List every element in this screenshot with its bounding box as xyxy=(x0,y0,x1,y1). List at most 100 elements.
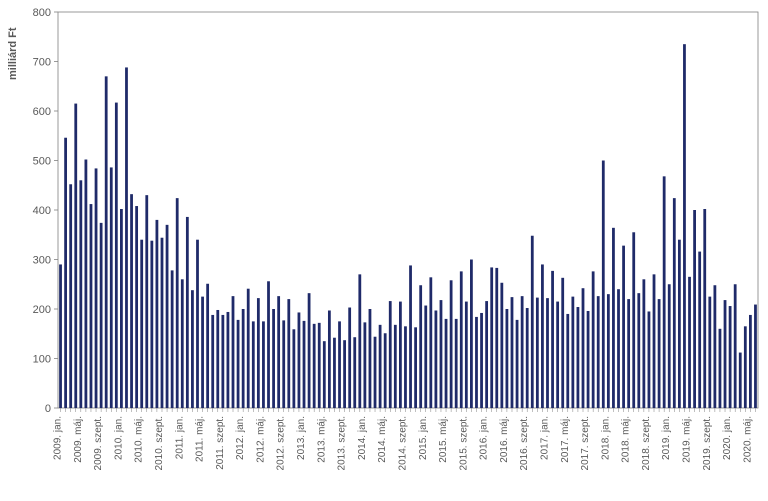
bar xyxy=(429,277,432,408)
bar xyxy=(221,315,224,408)
bar xyxy=(252,321,255,408)
y-tick-label: 200 xyxy=(33,304,51,316)
y-tick-label: 800 xyxy=(33,7,51,19)
x-tick-label: 2019. jan. xyxy=(661,416,672,460)
bar xyxy=(125,67,128,408)
bar xyxy=(171,270,174,408)
x-tick-label: 2010. szept. xyxy=(154,416,165,470)
bar xyxy=(140,240,143,408)
bar xyxy=(531,236,534,408)
bar xyxy=(719,329,722,408)
x-tick-label: 2012. szept. xyxy=(276,416,287,470)
y-tick-label: 300 xyxy=(33,255,51,267)
bar xyxy=(475,317,478,408)
bar xyxy=(237,320,240,408)
bar xyxy=(69,184,72,408)
bar xyxy=(227,312,230,408)
bar xyxy=(500,283,503,408)
y-tick-label: 600 xyxy=(33,106,51,118)
x-tick-label: 2013. máj. xyxy=(316,416,327,463)
bar xyxy=(95,168,98,408)
x-tick-label: 2014. máj. xyxy=(377,416,388,463)
bar xyxy=(343,340,346,408)
y-tick-label: 100 xyxy=(33,354,51,366)
bar xyxy=(145,195,148,408)
bar xyxy=(708,297,711,408)
bar xyxy=(490,267,493,408)
bar xyxy=(308,293,311,408)
bar xyxy=(232,296,235,408)
x-tick-label: 2017. szept. xyxy=(580,416,591,470)
bar xyxy=(384,333,387,408)
bar xyxy=(389,301,392,408)
bar xyxy=(637,293,640,408)
bar xyxy=(272,309,275,408)
bar xyxy=(465,302,468,408)
bar xyxy=(333,338,336,408)
x-tick-label: 2011. máj. xyxy=(195,416,206,462)
bar xyxy=(693,210,696,408)
bar xyxy=(176,198,179,408)
x-tick-label: 2020. jan. xyxy=(722,416,733,460)
x-tick-label: 2016. szept. xyxy=(519,416,530,470)
bar xyxy=(211,315,214,408)
bar xyxy=(729,306,732,408)
bar xyxy=(115,103,118,408)
y-axis-title: milliárd Ft xyxy=(7,27,19,80)
bar xyxy=(399,302,402,408)
bar xyxy=(546,298,549,408)
bar xyxy=(348,308,351,408)
bar xyxy=(257,298,260,408)
x-tick-label: 2013. jan. xyxy=(296,416,307,460)
bar xyxy=(379,325,382,408)
x-tick-label: 2018. máj. xyxy=(621,416,632,463)
bar xyxy=(607,294,610,408)
bar xyxy=(744,326,747,408)
y-tick-label: 400 xyxy=(33,205,51,217)
bar xyxy=(724,300,727,408)
bar xyxy=(683,44,686,408)
bar xyxy=(435,310,438,408)
bar xyxy=(642,279,645,408)
bar xyxy=(353,337,356,408)
bar xyxy=(470,260,473,409)
x-tick-label: 2015. máj. xyxy=(438,416,449,463)
x-tick-label: 2009. jan. xyxy=(53,416,64,460)
bar xyxy=(287,299,290,408)
bar xyxy=(90,204,93,408)
bar xyxy=(74,104,77,408)
bar xyxy=(612,228,615,408)
bar xyxy=(363,322,366,408)
bar xyxy=(110,167,113,408)
bar xyxy=(734,284,737,408)
bar xyxy=(582,288,585,408)
x-tick-label: 2010. máj. xyxy=(134,416,145,463)
bar xyxy=(673,198,676,408)
bar xyxy=(156,220,159,408)
x-tick-label: 2011. jan. xyxy=(174,416,185,459)
x-tick-label: 2020. máj. xyxy=(742,416,753,463)
bar xyxy=(648,311,651,408)
bar xyxy=(191,290,194,408)
bar xyxy=(318,323,321,408)
bar xyxy=(713,285,716,408)
x-tick-label: 2016. jan. xyxy=(479,416,490,460)
bar xyxy=(59,264,62,408)
bar xyxy=(374,337,377,408)
bar xyxy=(445,319,448,408)
bar xyxy=(577,307,580,408)
bar xyxy=(100,223,103,408)
bar xyxy=(506,309,509,408)
x-tick-label: 2014. szept. xyxy=(397,416,408,470)
bar xyxy=(166,225,169,408)
bar xyxy=(424,306,427,408)
bar xyxy=(135,206,138,408)
x-tick-label: 2019. szept. xyxy=(702,416,713,470)
bar xyxy=(516,320,519,408)
bar xyxy=(571,297,574,408)
bar-chart: 0100200300400500600700800milliárd Ft2009… xyxy=(0,0,768,501)
bar xyxy=(64,138,67,408)
bar xyxy=(455,319,458,408)
bar xyxy=(521,296,524,408)
bar xyxy=(262,321,265,408)
